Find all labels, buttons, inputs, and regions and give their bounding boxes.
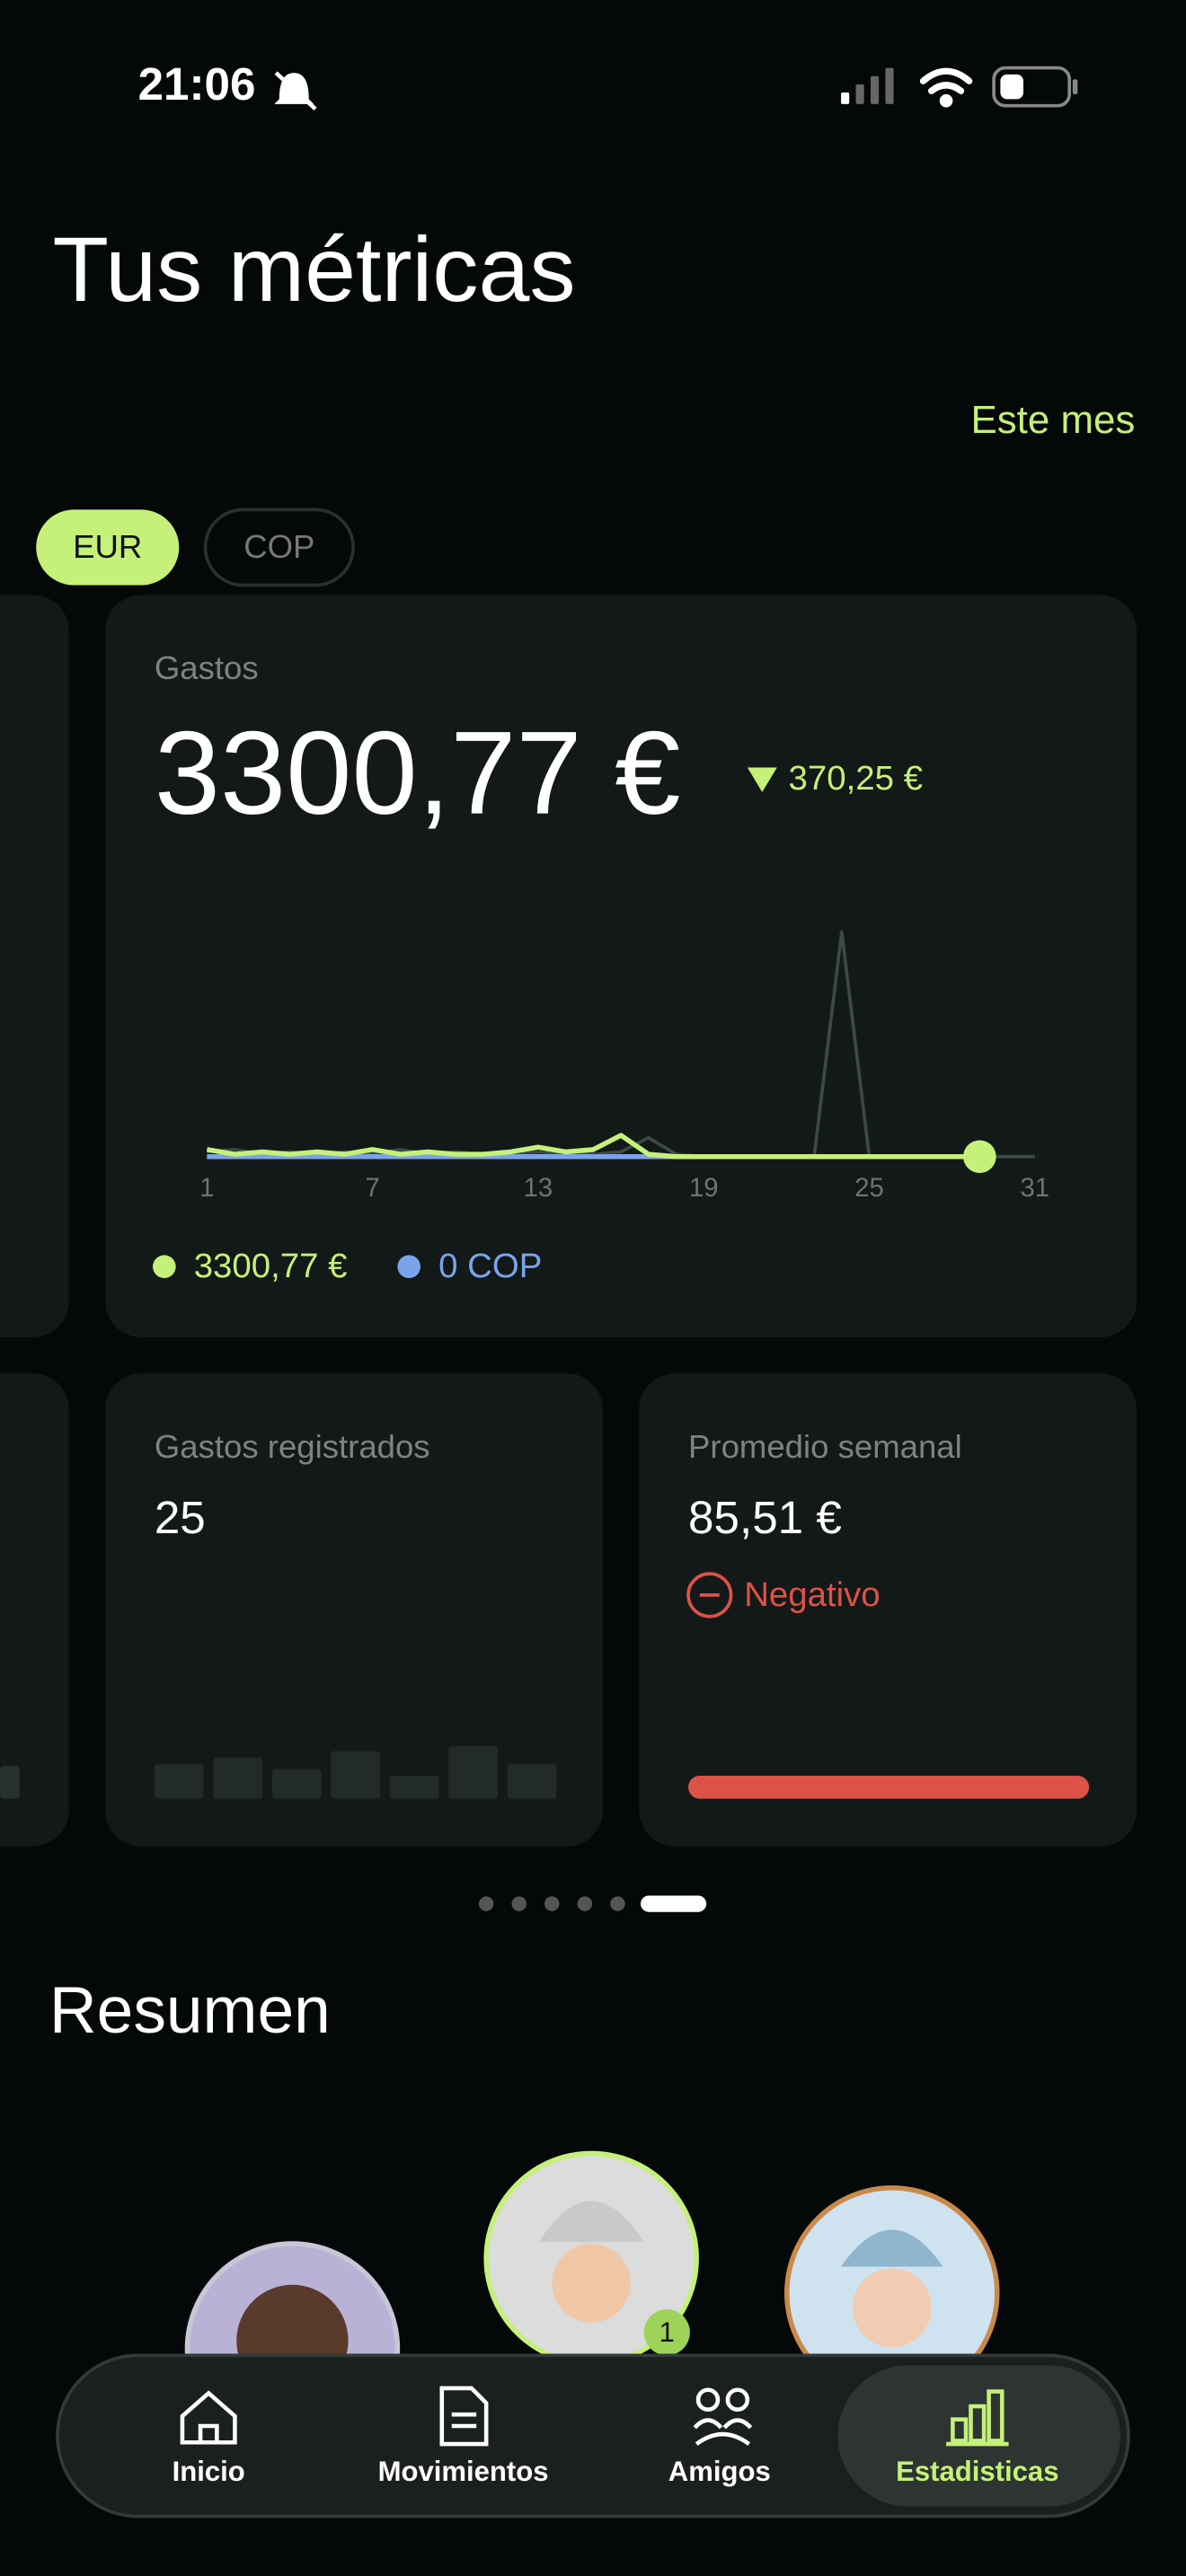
progress-bar (688, 1775, 1090, 1799)
signal-icon (841, 67, 894, 104)
down-arrow (747, 767, 777, 792)
card-label: Gastos registrados (155, 1428, 430, 1465)
x-tick-label: 25 (854, 1174, 884, 1203)
nav-label[interactable]: Inicio (173, 2456, 245, 2487)
x-tick-label: 1 (199, 1174, 214, 1203)
legend-label: 0 COP (438, 1247, 542, 1285)
partial-card[interactable] (0, 595, 69, 1337)
x-tick-label: 31 (1021, 1174, 1050, 1203)
wifi-icon (919, 67, 973, 108)
section-title: Resumen (49, 1974, 331, 2047)
negative-icon (686, 1572, 733, 1619)
x-tick-label: 13 (524, 1174, 553, 1203)
registered-count: 25 (155, 1492, 206, 1543)
bar (448, 1746, 498, 1799)
x-tick-label: 19 (689, 1174, 719, 1203)
mute-icon (274, 71, 317, 110)
tab-cop[interactable] (203, 507, 355, 587)
bar (389, 1775, 439, 1799)
avatar-hat (538, 2201, 644, 2243)
bar-chart (154, 1746, 557, 1799)
pager (478, 1895, 707, 1912)
bar (154, 1764, 204, 1799)
spending-amount: 3300,77 € (155, 707, 681, 839)
stats-icon (946, 2389, 1009, 2447)
nav-label[interactable]: Estadisticas (896, 2456, 1058, 2487)
series-line (206, 1133, 980, 1160)
period-selector[interactable]: Este mes (971, 398, 1136, 442)
legend-label: 3300,77 € (194, 1247, 348, 1285)
current-point (963, 1140, 996, 1174)
partial-card[interactable] (0, 1373, 69, 1847)
weekly-status: Negativo (744, 1575, 880, 1614)
bar (271, 1769, 322, 1799)
card-label: Promedio semanal (688, 1428, 962, 1465)
nav-label[interactable]: Movimientos (378, 2456, 549, 2487)
bar (507, 1764, 557, 1799)
tab-label: EUR (73, 528, 142, 565)
avatar-face (852, 2268, 932, 2348)
avatar-hat (841, 2229, 943, 2267)
weekly-amount: 85,51 € (688, 1492, 842, 1543)
battery-icon (992, 66, 1078, 108)
page-title: Tus métricas (53, 217, 576, 321)
tab-eur[interactable] (36, 509, 180, 586)
tab-label: COP (243, 528, 314, 565)
x-tick-label: 7 (366, 1174, 380, 1203)
friends-icon (693, 2387, 753, 2446)
status-time: 21:06 (138, 58, 256, 110)
legend-dot (153, 1255, 176, 1279)
line-chart: 1 7 13 19 25 31 3300,77 € 0 COP (153, 930, 1050, 1285)
card-label: Gastos (155, 649, 259, 686)
weekly-card[interactable] (639, 1373, 1137, 1847)
badge (643, 2309, 690, 2356)
bar (213, 1757, 263, 1799)
partial-bar (0, 1766, 20, 1799)
avatar-face (552, 2244, 632, 2323)
spending-change: 370,25 € (789, 759, 923, 798)
home-icon (180, 2390, 237, 2445)
doc-icon (439, 2386, 489, 2447)
registered-card[interactable] (105, 1373, 603, 1847)
active-tab (837, 2365, 1120, 2507)
badge-count: 1 (659, 2316, 675, 2348)
nav-label[interactable]: Amigos (668, 2456, 771, 2487)
legend-dot (397, 1255, 421, 1279)
bar (331, 1751, 381, 1799)
